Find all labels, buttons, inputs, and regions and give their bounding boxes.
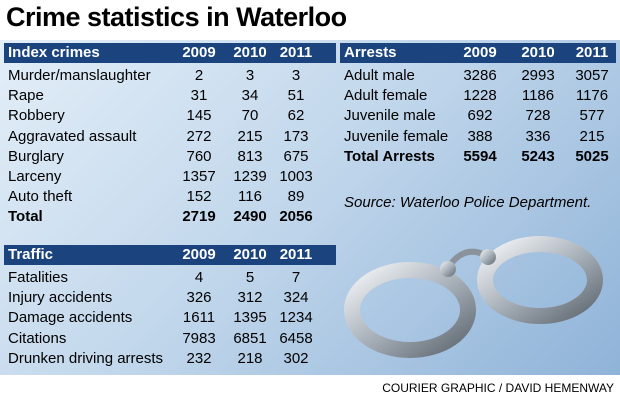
table-cell: 1357 xyxy=(182,168,216,185)
table-cell: 3 xyxy=(291,67,301,84)
row-label: Juvenile female xyxy=(344,127,449,145)
table-cell: 336 xyxy=(525,127,551,145)
column-header: 2011 xyxy=(575,44,609,61)
table-cell: 312 xyxy=(237,289,263,307)
table-cell: 116 xyxy=(238,188,262,206)
table-cell: 5 xyxy=(245,269,255,286)
table-cell: 324 xyxy=(283,289,309,307)
table-header-bar xyxy=(4,43,336,63)
table-cell: 31 xyxy=(190,87,208,105)
table-cell: 215 xyxy=(237,127,263,145)
column-header: 2010 xyxy=(233,246,267,263)
table-cell: 145 xyxy=(186,107,212,125)
column-header: 2009 xyxy=(182,246,216,263)
table-cell: 2056 xyxy=(279,208,313,226)
table-cell: 51 xyxy=(287,87,305,105)
table-cell: 7983 xyxy=(182,329,216,347)
table-cell: 813 xyxy=(237,147,263,165)
column-header: 2009 xyxy=(463,44,497,61)
handcuffs-illustration xyxy=(344,236,603,358)
table-cell: 1395 xyxy=(233,309,267,327)
source-note: Source: Waterloo Police Department. xyxy=(344,194,592,211)
row-label: Larceny xyxy=(8,168,62,185)
table-cell: 692 xyxy=(467,107,493,125)
table-cell: 577 xyxy=(579,107,605,125)
row-label: Juvenile male xyxy=(344,107,436,125)
row-label: Adult male xyxy=(344,67,415,84)
table-cell: 2490 xyxy=(233,208,267,226)
table-cell: 89 xyxy=(287,188,305,206)
table-cell: 218 xyxy=(237,349,263,367)
table-cell: 760 xyxy=(186,147,212,165)
table-cell: 3286 xyxy=(463,67,497,84)
table-cell: 152 xyxy=(186,188,212,206)
table-cell: 215 xyxy=(579,127,605,145)
table-cell: 4 xyxy=(194,269,204,286)
table-cell: 5243 xyxy=(521,147,555,165)
row-label: Drunken driving arrests xyxy=(8,349,164,367)
table-cell: 3057 xyxy=(575,67,609,84)
row-label: Fatalities xyxy=(8,269,69,286)
table-header-bar xyxy=(340,43,616,63)
table-cell: 173 xyxy=(283,127,309,145)
table-cell: 62 xyxy=(287,107,305,125)
column-header: 2010 xyxy=(521,44,555,61)
column-header: 2009 xyxy=(182,44,216,61)
row-label: Rape xyxy=(8,87,44,105)
table-cell: 5025 xyxy=(575,147,609,165)
row-label: Total xyxy=(8,208,43,226)
column-header: 2010 xyxy=(233,44,267,61)
table-cell: 1239 xyxy=(233,168,267,185)
column-header: Arrests xyxy=(344,44,397,61)
table-cell: 302 xyxy=(283,349,309,367)
table-cell: 70 xyxy=(241,107,259,125)
table-cell: 1003 xyxy=(279,168,313,185)
column-header: 2011 xyxy=(279,44,313,61)
table-cell: 2 xyxy=(194,67,204,84)
table-cell: 1228 xyxy=(463,87,497,105)
row-label: Burglary xyxy=(8,147,64,165)
credit: COURIER GRAPHIC / DAVID HEMENWAY xyxy=(382,381,614,395)
column-header: Index crimes xyxy=(8,44,100,61)
table-header-bar xyxy=(4,245,336,265)
table-cell: 1234 xyxy=(279,309,313,327)
column-header: 2011 xyxy=(279,246,313,263)
row-label: Total Arrests xyxy=(344,147,435,165)
table-cell: 1611 xyxy=(182,309,216,327)
row-label: Auto theft xyxy=(8,188,73,206)
table-cell: 728 xyxy=(525,107,551,125)
table-cell: 3 xyxy=(245,67,255,84)
table-cell: 7 xyxy=(291,269,301,286)
table-cell: 675 xyxy=(283,147,309,165)
table-cell: 272 xyxy=(186,127,212,145)
table-cell: 2993 xyxy=(521,67,555,84)
title: Crime statistics in Waterloo xyxy=(6,2,347,32)
row-label: Robbery xyxy=(8,107,65,125)
row-label: Damage accidents xyxy=(8,309,133,327)
table-cell: 326 xyxy=(186,289,212,307)
table-cell: 232 xyxy=(186,349,212,367)
table-cell: 34 xyxy=(241,87,259,105)
table-cell: 2719 xyxy=(182,208,216,226)
table-cell: 5594 xyxy=(463,147,497,165)
table-cell: 1176 xyxy=(575,87,609,105)
table-cell: 6458 xyxy=(279,329,313,347)
row-label: Adult female xyxy=(344,87,428,105)
row-label: Citations xyxy=(8,329,67,347)
row-label: Murder/manslaughter xyxy=(8,67,151,84)
table-cell: 6851 xyxy=(233,329,267,347)
column-header: Traffic xyxy=(8,246,54,263)
row-label: Injury accidents xyxy=(8,289,113,307)
row-label: Aggravated assault xyxy=(8,127,137,145)
table-cell: 388 xyxy=(467,127,493,145)
table-cell: 1186 xyxy=(521,87,555,105)
